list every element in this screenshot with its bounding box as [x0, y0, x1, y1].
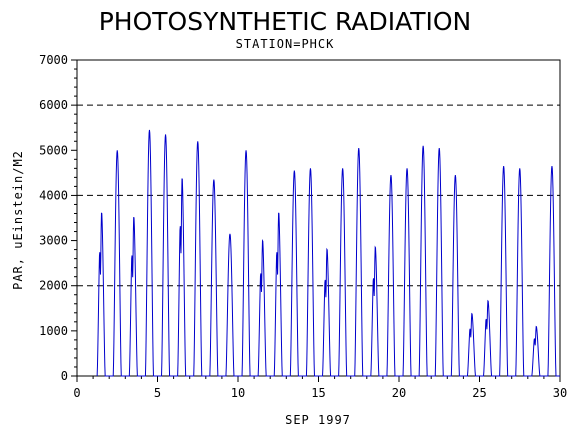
y-tick-label-5000: 5000 [39, 143, 68, 157]
y-tick-label-7000: 7000 [39, 53, 68, 67]
x-axis-label: SEP 1997 [285, 413, 351, 427]
x-tick-label-30: 30 [553, 386, 567, 400]
y-tick-label-3000: 3000 [39, 234, 68, 248]
y-tick-label-4000: 4000 [39, 188, 68, 202]
chart-subtitle: STATION=PHCK [236, 37, 335, 51]
x-tick-label-0: 0 [73, 386, 80, 400]
y-tick-label-6000: 6000 [39, 98, 68, 112]
x-tick-label-25: 25 [472, 386, 486, 400]
plot-frame [76, 59, 561, 377]
y-axis-label: PAR, uEinstein/M2 [11, 150, 25, 290]
y-tick-label-0: 0 [61, 369, 68, 383]
y-tick-label-2000: 2000 [39, 279, 68, 293]
x-tick-label-5: 5 [154, 386, 161, 400]
y-tick-label-1000: 1000 [39, 324, 68, 338]
x-tick-label-20: 20 [392, 386, 406, 400]
x-tick-label-10: 10 [231, 386, 245, 400]
par-series-line [96, 129, 560, 377]
chart-title: PHOTOSYNTHETIC RADIATION [99, 7, 472, 36]
x-tick-label-15: 15 [311, 386, 325, 400]
